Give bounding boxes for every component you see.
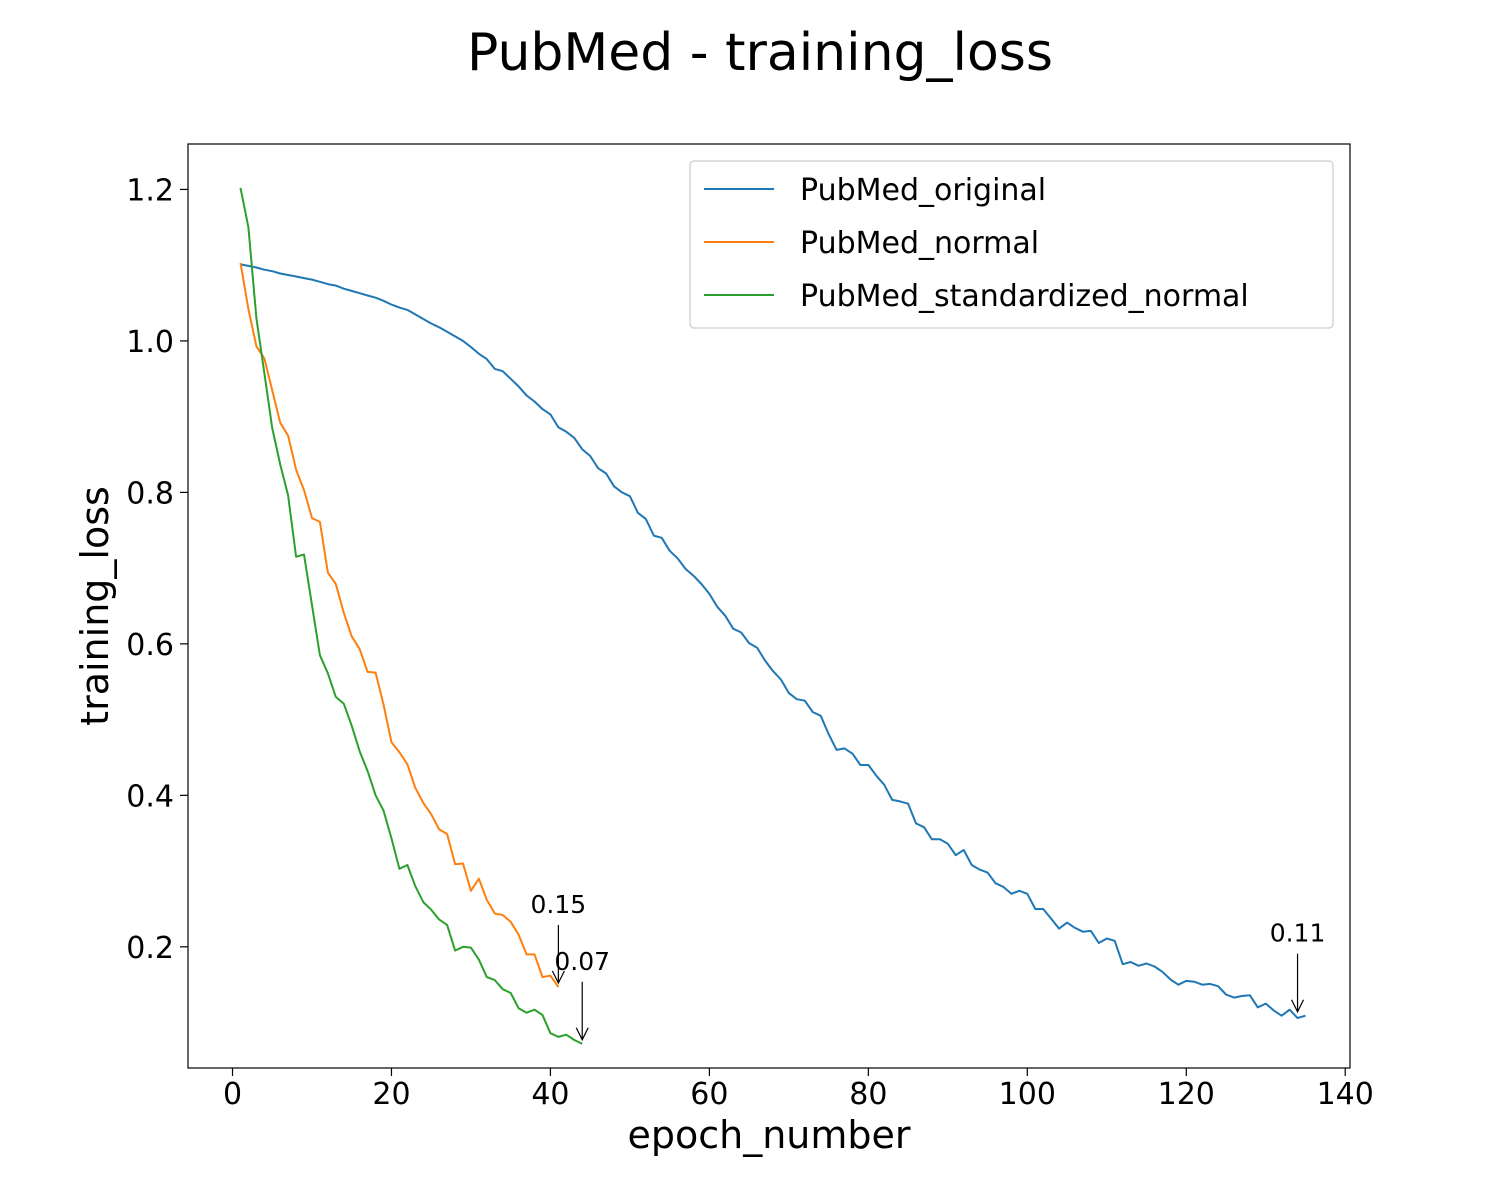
series-line-pubmed-original: [240, 263, 1306, 1019]
annotation-arrowhead: [575, 1027, 589, 1042]
annotation-label: 0.11: [1270, 919, 1326, 948]
annotation-label: 0.15: [531, 890, 587, 919]
x-tick-label: 0: [223, 1077, 242, 1112]
x-tick-label: 80: [849, 1077, 887, 1112]
annotation-label: 0.07: [554, 947, 610, 976]
series-line-pubmed-standardized-normal: [239, 187, 583, 1045]
y-tick-label: 0.2: [126, 931, 174, 966]
legend-box: [689, 160, 1334, 329]
legend-label-original: PubMed_original: [800, 173, 1046, 208]
y-tick-label: 0.4: [126, 779, 174, 814]
y-axis-ticks: 0.2 0.4 0.6 0.8 1.0 1.2: [126, 173, 188, 966]
end-value-annotations: 0.15 0.07 0.11: [531, 890, 1326, 1042]
legend: PubMed_original PubMed_normal PubMed_sta…: [689, 160, 1334, 329]
y-tick-label: 1.2: [126, 173, 174, 208]
x-tick-label: 120: [1158, 1077, 1215, 1112]
plot-area-frame: [187, 143, 1351, 1069]
annotation-arrowhead: [1291, 999, 1305, 1014]
y-tick-label: 1.0: [126, 325, 174, 360]
y-axis-label: training_loss: [73, 486, 117, 726]
legend-label-standardized-normal: PubMed_standardized_normal: [800, 279, 1249, 314]
y-tick-label: 0.6: [126, 628, 174, 663]
annotation-arrowhead: [551, 970, 565, 985]
x-tick-label: 140: [1317, 1077, 1374, 1112]
series-lines: [239, 187, 1306, 1045]
x-tick-label: 40: [531, 1077, 569, 1112]
legend-label-normal: PubMed_normal: [800, 226, 1039, 261]
chart-title: PubMed - training_loss: [467, 23, 1053, 83]
y-tick-label: 0.8: [126, 476, 174, 511]
x-tick-label: 100: [999, 1077, 1056, 1112]
x-axis-label: epoch_number: [627, 1113, 910, 1157]
series-line-pubmed-normal: [239, 262, 560, 988]
x-axis-ticks: 0 20 40 60 80 100 120 140: [223, 1068, 1374, 1112]
x-tick-label: 20: [372, 1077, 410, 1112]
x-tick-label: 60: [690, 1077, 728, 1112]
